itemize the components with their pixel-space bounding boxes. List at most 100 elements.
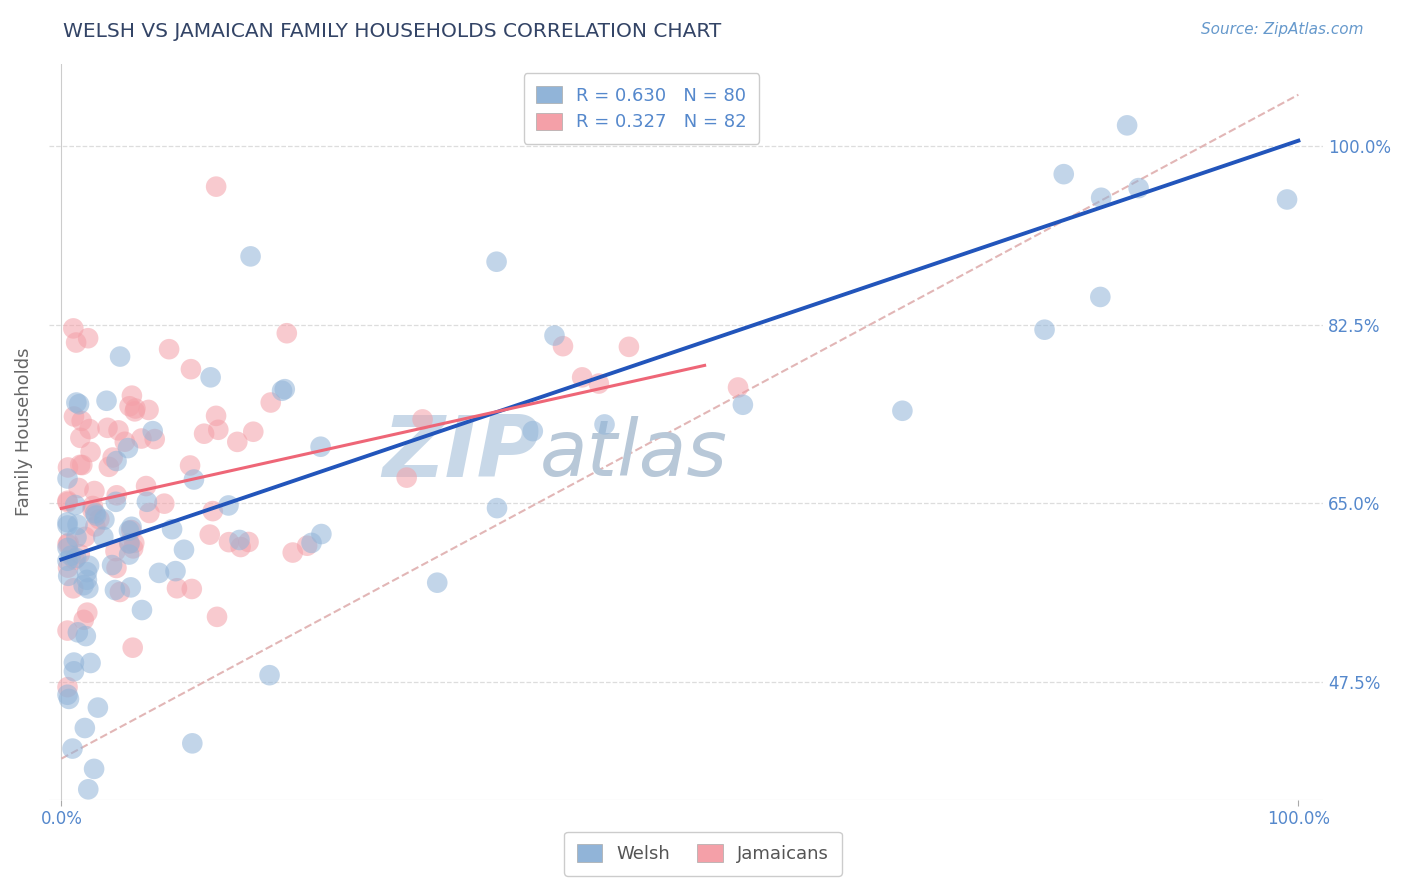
Point <box>205 409 228 423</box>
Point <box>117 441 139 455</box>
Point <box>62 741 84 756</box>
Point <box>121 389 143 403</box>
Point <box>617 340 640 354</box>
Point <box>143 432 166 446</box>
Point <box>63 656 86 670</box>
Point <box>65 395 87 409</box>
Point <box>77 582 100 596</box>
Point <box>96 421 118 435</box>
Legend: R = 0.630   N = 80, R = 0.327   N = 82: R = 0.630 N = 80, R = 0.327 N = 82 <box>523 73 759 145</box>
Point <box>77 558 100 573</box>
Point <box>543 328 565 343</box>
Point <box>173 542 195 557</box>
Point <box>276 326 298 341</box>
Point <box>200 370 222 384</box>
Point <box>105 454 128 468</box>
Point <box>63 498 86 512</box>
Point <box>72 458 94 472</box>
Point <box>108 585 131 599</box>
Point <box>731 398 754 412</box>
Point <box>118 399 141 413</box>
Point <box>77 331 100 345</box>
Point <box>56 471 79 485</box>
Point <box>218 499 240 513</box>
Point <box>205 179 228 194</box>
Point <box>76 565 98 579</box>
Point <box>56 680 79 694</box>
Point <box>260 395 283 409</box>
Point <box>274 382 297 396</box>
Point <box>551 339 574 353</box>
Point <box>83 483 105 498</box>
Point <box>426 575 449 590</box>
Point <box>311 527 333 541</box>
Point <box>1053 167 1076 181</box>
Point <box>63 409 86 424</box>
Text: WELSH VS JAMAICAN FAMILY HOUSEHOLDS CORRELATION CHART: WELSH VS JAMAICAN FAMILY HOUSEHOLDS CORR… <box>63 22 721 41</box>
Point <box>56 688 79 702</box>
Point <box>122 541 145 556</box>
Point <box>56 518 79 533</box>
Text: atlas: atlas <box>540 416 727 491</box>
Legend: Welsh, Jamaicans: Welsh, Jamaicans <box>564 831 842 876</box>
Point <box>69 547 91 561</box>
Text: ZIP: ZIP <box>382 412 540 495</box>
Point <box>205 610 228 624</box>
Point <box>593 417 616 432</box>
Point <box>104 495 127 509</box>
Point <box>107 424 129 438</box>
Point <box>179 458 201 473</box>
Point <box>84 508 107 523</box>
Point <box>97 459 120 474</box>
Point <box>124 401 146 416</box>
Point <box>131 603 153 617</box>
Point <box>67 481 90 495</box>
Point <box>207 423 229 437</box>
Point <box>75 530 97 544</box>
Text: Source: ZipAtlas.com: Source: ZipAtlas.com <box>1201 22 1364 37</box>
Point <box>1090 191 1112 205</box>
Point <box>87 700 110 714</box>
Point <box>271 384 294 398</box>
Point <box>180 582 202 596</box>
Point <box>891 404 914 418</box>
Point <box>76 606 98 620</box>
Point <box>83 762 105 776</box>
Point <box>93 512 115 526</box>
Point <box>89 512 111 526</box>
Point <box>412 412 434 426</box>
Point <box>522 424 544 438</box>
Point <box>56 624 79 638</box>
Point <box>67 397 90 411</box>
Point <box>135 479 157 493</box>
Point <box>62 321 84 335</box>
Point <box>121 520 143 534</box>
Point <box>218 535 240 549</box>
Point <box>96 393 118 408</box>
Point <box>120 580 142 594</box>
Point <box>118 548 141 562</box>
Point <box>180 362 202 376</box>
Point <box>122 536 145 550</box>
Point <box>301 536 323 550</box>
Point <box>91 530 114 544</box>
Point <box>66 625 89 640</box>
Point <box>58 536 80 550</box>
Point <box>588 376 610 391</box>
Point <box>281 545 304 559</box>
Point <box>181 736 204 750</box>
Point <box>75 629 97 643</box>
Point <box>56 537 79 551</box>
Point <box>79 422 101 436</box>
Point <box>259 668 281 682</box>
Point <box>1116 119 1139 133</box>
Point <box>66 517 89 532</box>
Point <box>108 350 131 364</box>
Point <box>1128 181 1150 195</box>
Point <box>193 426 215 441</box>
Point <box>727 380 749 394</box>
Y-axis label: Family Households: Family Households <box>15 348 32 516</box>
Point <box>153 497 176 511</box>
Point <box>198 527 221 541</box>
Point <box>73 721 96 735</box>
